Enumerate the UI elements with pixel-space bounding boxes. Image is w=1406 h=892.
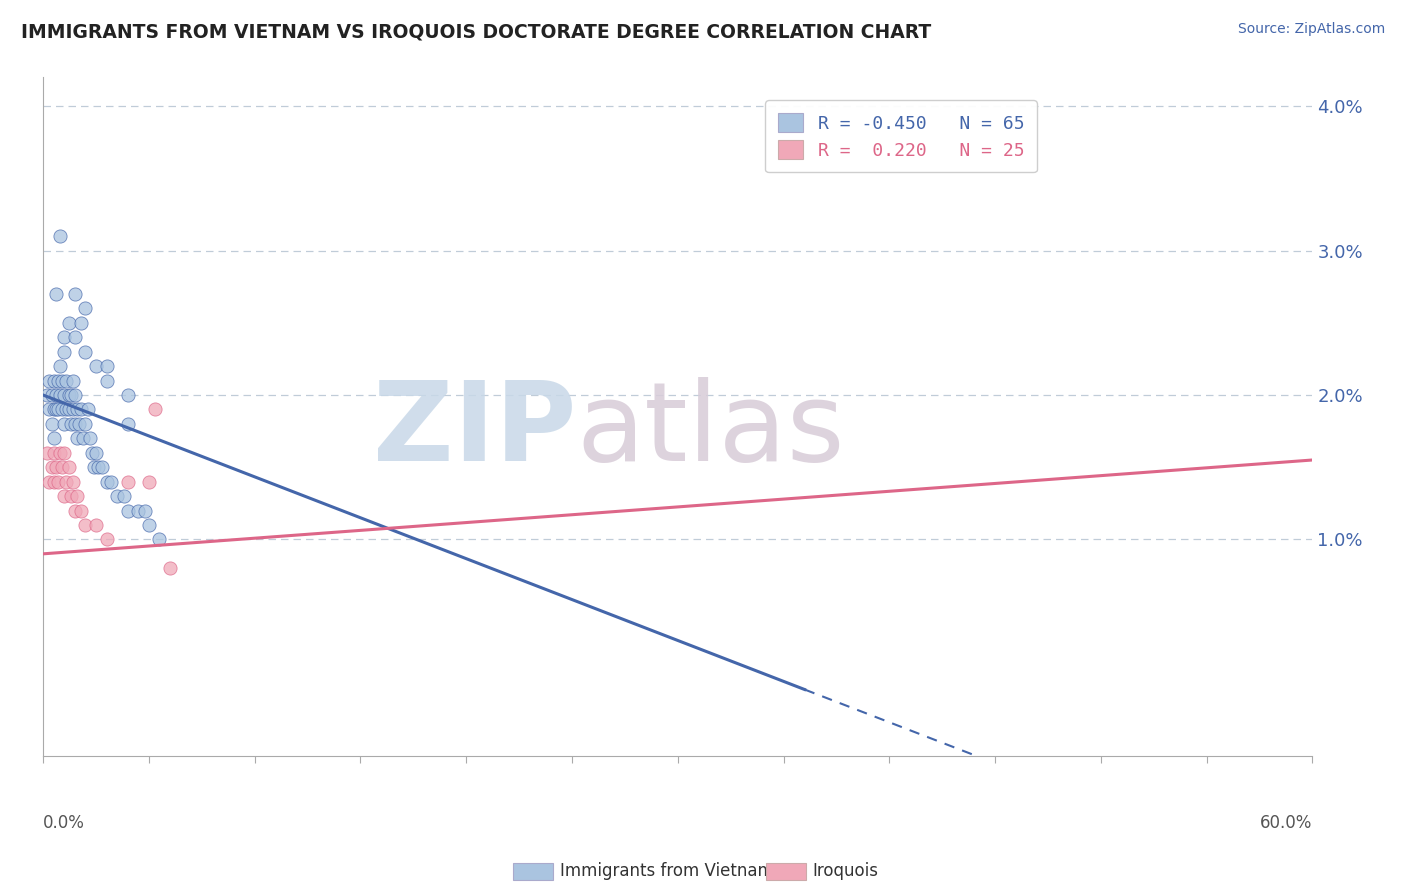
Point <box>49 388 72 402</box>
Text: Source: ZipAtlas.com: Source: ZipAtlas.com <box>1237 22 1385 37</box>
Point <box>84 359 107 373</box>
Point <box>41 460 63 475</box>
Point <box>49 229 72 244</box>
Point <box>62 475 84 489</box>
Point <box>41 388 63 402</box>
Point <box>55 402 77 417</box>
Point <box>63 503 86 517</box>
Point <box>58 316 80 330</box>
Point <box>55 374 77 388</box>
Point <box>70 402 93 417</box>
Point <box>63 287 86 301</box>
Point <box>75 344 97 359</box>
Point <box>70 503 93 517</box>
Point <box>67 417 90 431</box>
Point <box>41 417 63 431</box>
Point <box>100 475 122 489</box>
Point <box>45 388 67 402</box>
Point <box>134 503 156 517</box>
Point <box>53 344 76 359</box>
Point <box>38 402 60 417</box>
Text: Iroquois: Iroquois <box>813 863 879 880</box>
Point <box>51 402 73 417</box>
Point <box>75 301 97 316</box>
Point <box>59 388 82 402</box>
Point <box>42 374 65 388</box>
Text: 0.0%: 0.0% <box>44 814 84 831</box>
Point <box>75 518 97 533</box>
Point <box>45 287 67 301</box>
Point <box>148 533 170 547</box>
Point <box>53 330 76 344</box>
Point <box>42 431 65 445</box>
Point <box>96 374 118 388</box>
Point <box>59 489 82 503</box>
Point <box>91 460 114 475</box>
Point <box>38 374 60 388</box>
Point <box>105 489 128 503</box>
Point <box>42 402 65 417</box>
Point <box>117 503 139 517</box>
Point <box>87 460 110 475</box>
Point <box>53 388 76 402</box>
Point <box>37 388 59 402</box>
Point <box>63 417 86 431</box>
Legend: R = -0.450   N = 65, R =  0.220   N = 25: R = -0.450 N = 65, R = 0.220 N = 25 <box>765 100 1036 172</box>
Point <box>112 489 135 503</box>
Point <box>58 402 80 417</box>
Point <box>63 330 86 344</box>
Point <box>84 518 107 533</box>
Point <box>37 446 59 460</box>
Point <box>45 402 67 417</box>
Point <box>84 446 107 460</box>
Point <box>72 431 94 445</box>
Point <box>53 489 76 503</box>
Point <box>75 417 97 431</box>
Point <box>127 503 149 517</box>
Point <box>76 402 98 417</box>
Text: ZIP: ZIP <box>373 376 576 483</box>
Point <box>58 388 80 402</box>
Text: 60.0%: 60.0% <box>1260 814 1312 831</box>
Point <box>96 359 118 373</box>
Point <box>117 475 139 489</box>
Point <box>53 446 76 460</box>
Point <box>42 475 65 489</box>
Point <box>83 460 105 475</box>
Point <box>63 388 86 402</box>
Text: IMMIGRANTS FROM VIETNAM VS IROQUOIS DOCTORATE DEGREE CORRELATION CHART: IMMIGRANTS FROM VIETNAM VS IROQUOIS DOCT… <box>21 22 931 41</box>
Point <box>138 475 160 489</box>
Point <box>96 533 118 547</box>
Point <box>66 489 89 503</box>
Point <box>143 402 166 417</box>
Point <box>38 475 60 489</box>
Point <box>138 518 160 533</box>
Point <box>66 431 89 445</box>
Point <box>49 359 72 373</box>
Point <box>51 374 73 388</box>
Point <box>42 446 65 460</box>
Point <box>117 417 139 431</box>
Point <box>58 460 80 475</box>
Point <box>49 446 72 460</box>
Point <box>62 374 84 388</box>
Point <box>117 388 139 402</box>
Point <box>70 316 93 330</box>
Point <box>46 402 69 417</box>
Point <box>53 417 76 431</box>
Point <box>62 402 84 417</box>
Point <box>51 460 73 475</box>
Point <box>59 417 82 431</box>
Point <box>46 374 69 388</box>
Point <box>55 475 77 489</box>
Point <box>96 475 118 489</box>
Point <box>80 446 103 460</box>
Point <box>159 561 181 575</box>
Text: atlas: atlas <box>576 376 845 483</box>
Point <box>79 431 101 445</box>
Point <box>46 475 69 489</box>
Point <box>66 402 89 417</box>
Text: Immigrants from Vietnam: Immigrants from Vietnam <box>560 863 773 880</box>
Point <box>45 460 67 475</box>
